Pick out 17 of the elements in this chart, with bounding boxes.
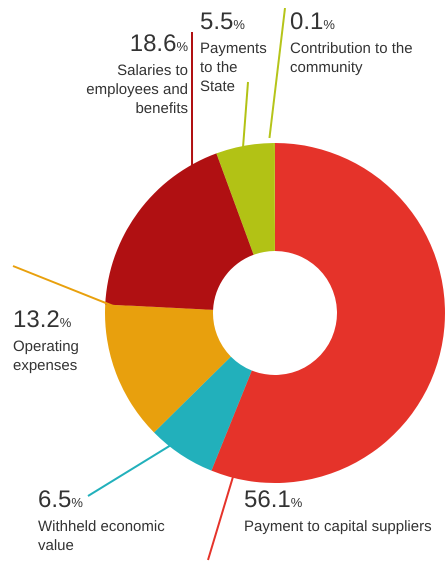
- donut-slice: [105, 153, 254, 310]
- slice-label: Payment to capital suppliers: [244, 517, 433, 536]
- slice-label: Operating expenses: [13, 337, 80, 375]
- donut-slice: [216, 143, 275, 255]
- data-label: 5.5%: [200, 8, 246, 37]
- donut-slice: [211, 143, 445, 483]
- donut-slice: [154, 356, 252, 471]
- slice-label: Withheld economic value: [38, 517, 166, 555]
- data-label: 13.2%: [13, 306, 72, 335]
- slice-label: Contribution to the community: [290, 39, 414, 77]
- data-label: 0.1%: [290, 8, 336, 37]
- donut-slice: [105, 304, 231, 432]
- data-label: 56.1%: [244, 486, 304, 515]
- slice-label: Payments to the State: [200, 39, 268, 96]
- data-label: 6.5%: [38, 486, 84, 515]
- data-label: 18.6%: [128, 30, 188, 59]
- slice-label: Salaries to employees and benefits: [85, 61, 188, 118]
